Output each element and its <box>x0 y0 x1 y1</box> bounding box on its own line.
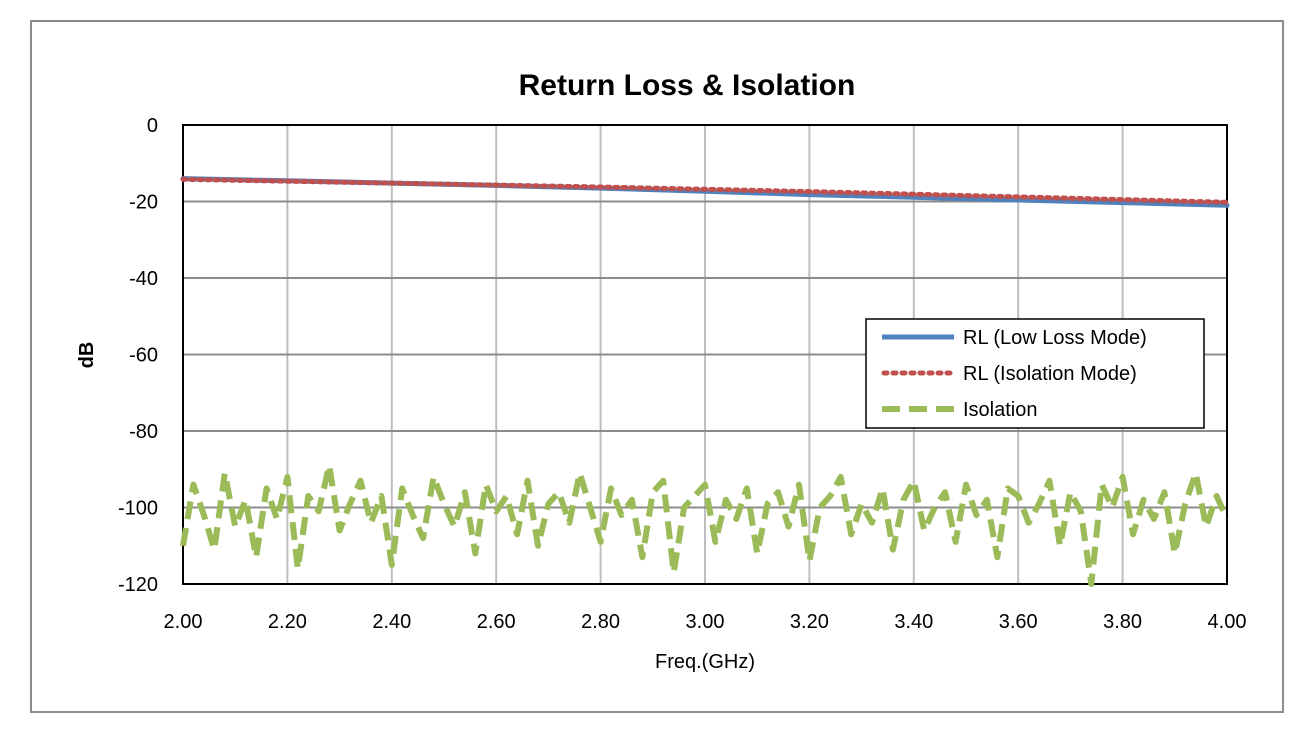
y-tick-label: 0 <box>147 115 158 137</box>
x-axis-title: Freq.(GHz) <box>655 651 755 673</box>
y-tick-label: -120 <box>118 574 158 596</box>
y-tick-label: -40 <box>129 268 158 290</box>
legend: RL (Low Loss Mode) RL (Isolation Mode) I… <box>865 318 1205 429</box>
x-tick-label: 3.80 <box>1103 611 1142 633</box>
x-tick-label: 2.40 <box>372 611 411 633</box>
y-tick-label: -60 <box>129 345 158 367</box>
x-tick-label: 2.60 <box>477 611 516 633</box>
y-tick-label: -80 <box>129 421 158 443</box>
y-tick-label: -20 <box>129 192 158 214</box>
x-tick-label: 2.00 <box>164 611 203 633</box>
legend-label-rl-isolation: RL (Isolation Mode) <box>963 363 1137 385</box>
x-tick-label: 2.80 <box>581 611 620 633</box>
legend-label-rl-low-loss: RL (Low Loss Mode) <box>963 327 1147 349</box>
x-tick-label: 4.00 <box>1208 611 1247 633</box>
legend-label-isolation: Isolation <box>963 399 1038 421</box>
x-tick-label: 3.60 <box>999 611 1038 633</box>
series-layer <box>180 176 1230 587</box>
series-line-rl-isolation-mode <box>180 176 1230 205</box>
y-axis-title: dB <box>76 342 98 369</box>
x-tick-label: 2.20 <box>268 611 307 633</box>
y-axis-ticks: 0 -20 -40 -60 -80 -100 -120 <box>118 115 158 596</box>
x-tick-label: 3.20 <box>790 611 829 633</box>
plot-area <box>182 124 1228 585</box>
series-line-isolation <box>180 462 1230 587</box>
x-tick-label: 3.40 <box>894 611 933 633</box>
chart-title: Return Loss & Isolation <box>519 69 856 102</box>
x-tick-label: 3.00 <box>686 611 725 633</box>
x-axis-ticks: 2.00 2.20 2.40 2.60 2.80 3.00 3.20 3.40 3.60 3.80… <box>164 611 1247 633</box>
y-tick-label: -100 <box>118 498 158 520</box>
